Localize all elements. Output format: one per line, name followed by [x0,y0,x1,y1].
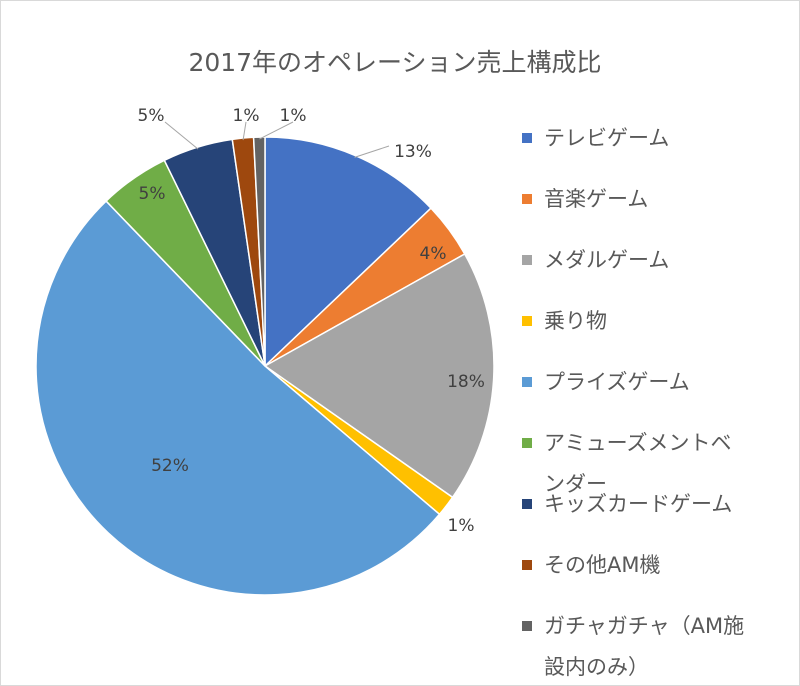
data-label-7: 5% [138,106,165,126]
pie-slices [35,136,495,596]
legend-label-4: 乗り物 [544,309,607,333]
data-label-9: 1% [280,106,307,126]
legend-label-1: テレビゲーム [544,126,669,150]
leader-line-1 [354,145,390,158]
legend-swatch-2 [522,194,532,204]
pie-slice-1 [264,136,432,368]
legend-swatch-6 [522,438,532,448]
legend-swatch-4 [522,316,532,326]
leader-line-9 [259,121,294,140]
chart-title: 2017年のオペレーション売上構成比 [188,48,601,77]
data-label-3: 18% [447,372,485,392]
data-labels: 13% 4% 18% 1% 52% 5% 5% 1% 1% [138,106,485,536]
pie-slice-9 [252,136,266,367]
legend-label-7: キッズカードゲーム [544,492,732,516]
legend-swatch-9 [522,621,532,631]
legend-label-6: アミューズメントベンダー [544,431,732,496]
legend-swatch-1 [522,133,532,143]
pie-slice-3 [263,252,495,499]
data-label-6: 5% [139,184,166,204]
legend-label-9: ガチャガチャ（AM施設内のみ） [544,614,744,679]
legend: テレビゲーム音楽ゲームメダルゲーム乗り物プライズゲームアミューズメントベンダーキ… [522,126,744,679]
data-label-8: 1% [233,106,260,126]
leader-line-7 [164,121,199,150]
data-label-2: 4% [420,244,447,264]
data-label-1: 13% [394,142,432,162]
legend-swatch-3 [522,255,532,265]
legend-label-5: プライズゲーム [544,370,690,394]
legend-label-2: 音楽ゲーム [544,187,648,211]
leader-line-8 [242,121,247,141]
legend-swatch-7 [522,499,532,509]
legend-label-3: メダルゲーム [544,248,669,272]
pie-slice-5 [35,200,441,596]
data-label-4: 1% [448,516,475,536]
legend-swatch-5 [522,377,532,387]
data-label-5: 52% [151,456,189,476]
legend-label-8: その他AM機 [544,553,660,577]
leader-lines [164,121,390,158]
legend-swatch-8 [522,560,532,570]
